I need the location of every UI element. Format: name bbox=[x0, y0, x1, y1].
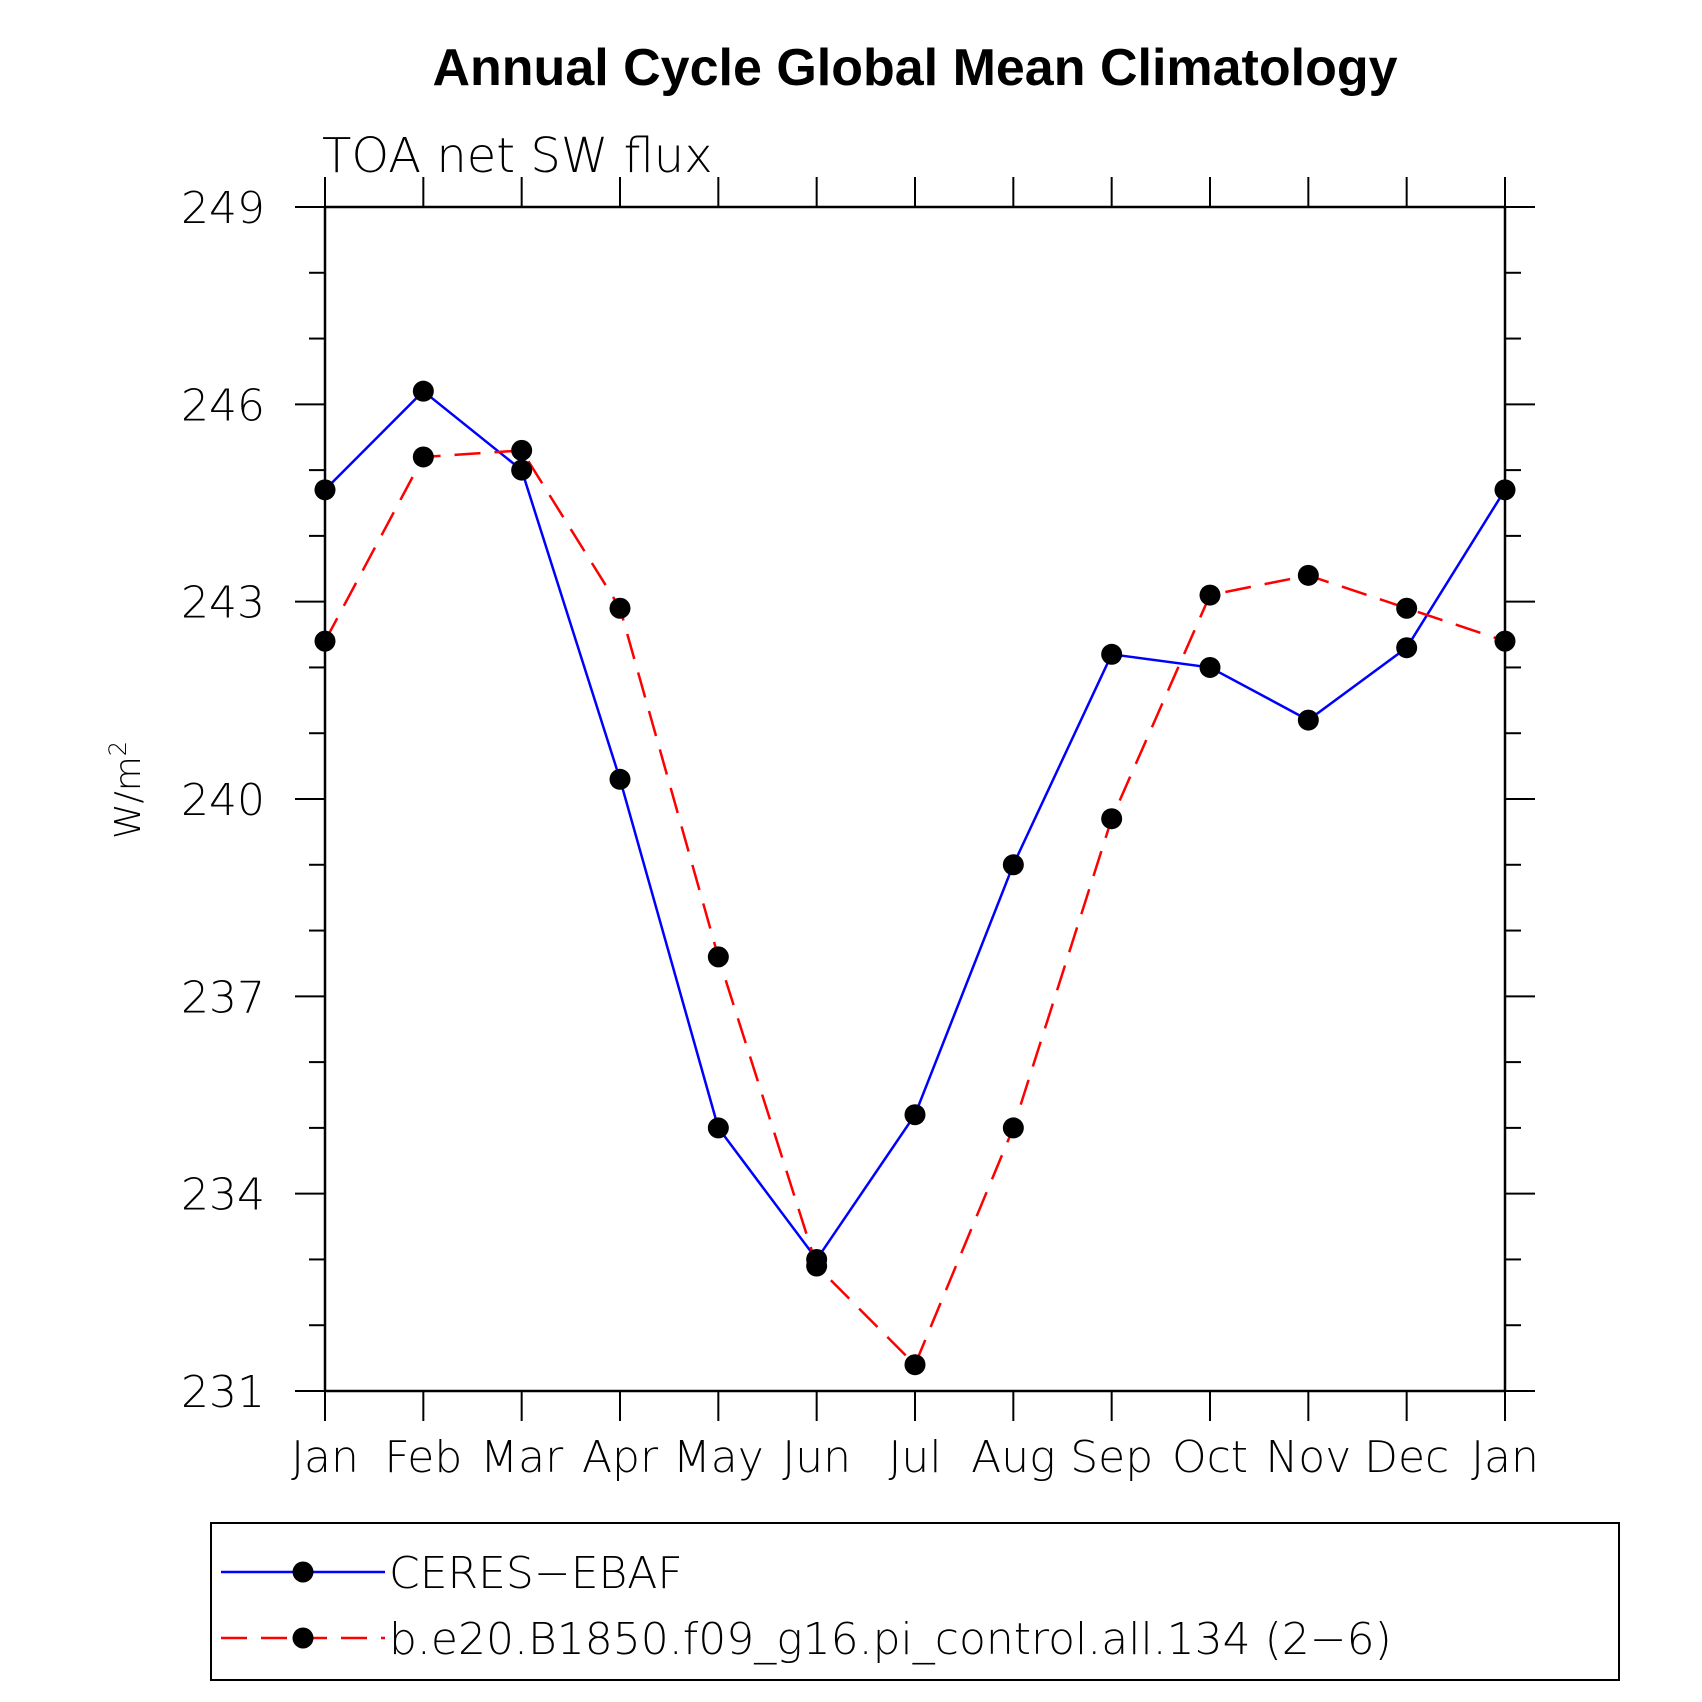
x-tick-label: Nov bbox=[1265, 1432, 1351, 1483]
y-axis-label-text: W/m bbox=[108, 756, 149, 839]
x-tick-label: Feb bbox=[384, 1432, 462, 1483]
legend-marker-1 bbox=[292, 1627, 314, 1649]
legend-marker-0 bbox=[292, 1561, 314, 1583]
series-0-point bbox=[707, 1117, 729, 1139]
x-tick-label: Jun bbox=[782, 1432, 851, 1483]
series-1-point bbox=[1002, 1117, 1024, 1139]
series-1-point bbox=[904, 1354, 926, 1376]
legend-label-0: CERES−EBAF bbox=[389, 1548, 683, 1599]
y-tick-label: 243 bbox=[181, 578, 265, 629]
x-tick-label: Sep bbox=[1070, 1432, 1153, 1483]
x-tick-label: Jan bbox=[291, 1432, 359, 1483]
x-tick-label: Aug bbox=[971, 1432, 1055, 1483]
series-1-point bbox=[1101, 808, 1123, 830]
x-tick-label: Jan bbox=[1471, 1432, 1539, 1483]
y-tick-label: 237 bbox=[181, 972, 265, 1023]
x-tick-label: May bbox=[673, 1432, 764, 1483]
series-1-point bbox=[609, 597, 631, 619]
y-tick-label: 231 bbox=[181, 1367, 265, 1418]
series-1-point bbox=[1297, 564, 1319, 586]
x-tick-label: Oct bbox=[1172, 1432, 1248, 1483]
series-1-point bbox=[1494, 630, 1516, 652]
x-tick-label: Dec bbox=[1364, 1432, 1449, 1483]
series-1-point bbox=[806, 1255, 828, 1277]
x-tick-label: Apr bbox=[582, 1432, 659, 1483]
y-axis-label: W/m2 bbox=[104, 741, 149, 839]
x-tick-label: Mar bbox=[480, 1432, 564, 1483]
series-1-point bbox=[314, 630, 336, 652]
series-0-point bbox=[412, 380, 434, 402]
series-0-point bbox=[1101, 643, 1123, 665]
series-layer bbox=[314, 380, 1516, 1376]
y-axis-label-superscript: 2 bbox=[104, 741, 132, 756]
legend-label-1: b.e20.B1850.f09_g16.pi_control.all.134 (… bbox=[389, 1614, 1392, 1665]
series-0-point bbox=[1297, 709, 1319, 731]
y-tick-label: 234 bbox=[181, 1170, 265, 1221]
series-1-point bbox=[1199, 584, 1221, 606]
series-line-1 bbox=[323, 449, 1506, 1367]
series-0-point bbox=[1494, 479, 1516, 501]
y-tick-label: 249 bbox=[181, 183, 265, 234]
axes: 231 234 237 240 243 246 249 Jan Feb Mar Apr May Jun J… bbox=[181, 177, 1539, 1483]
series-1-point bbox=[1396, 597, 1418, 619]
series-1-point bbox=[412, 446, 434, 468]
series-1-point bbox=[511, 439, 533, 461]
series-0-point bbox=[511, 459, 533, 481]
series-0-point bbox=[1002, 854, 1024, 876]
y-tick-label: 246 bbox=[181, 380, 265, 431]
series-0-point bbox=[1199, 656, 1221, 678]
series-1-point bbox=[707, 946, 729, 968]
series-line-0 bbox=[324, 389, 1507, 1262]
series-0-point bbox=[904, 1104, 926, 1126]
y-tick-label: 240 bbox=[181, 775, 265, 826]
series-0-point bbox=[1396, 637, 1418, 659]
chart-subtitle: TOA net SW flux bbox=[322, 128, 713, 184]
legend: CERES−EBAF b.e20.B1850.f09_g16.pi_control… bbox=[210, 1522, 1620, 1681]
legend-box bbox=[210, 1522, 1620, 1681]
x-tick-label: Jul bbox=[888, 1432, 941, 1483]
series-0-point bbox=[314, 479, 336, 501]
series-0-point bbox=[609, 768, 631, 790]
chart-title: Annual Cycle Global Mean Climatology bbox=[432, 39, 1397, 97]
plot-frame bbox=[323, 205, 1507, 1393]
